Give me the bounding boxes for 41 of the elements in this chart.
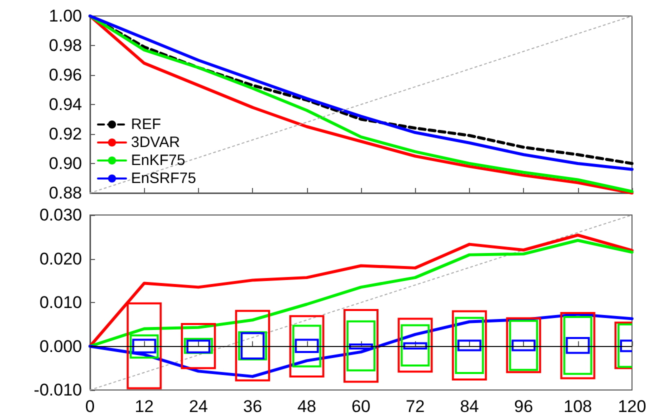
y-tick-label: 0.000	[39, 336, 82, 356]
x-tick-label: 36	[243, 397, 262, 416]
x-tick-label: 72	[406, 397, 425, 416]
y-tick-label: 0.96	[48, 66, 82, 84]
x-tick-label: 60	[352, 397, 370, 416]
y-tick-label: 0.98	[48, 36, 82, 55]
bar	[294, 338, 319, 353]
bar	[289, 315, 324, 378]
bar	[349, 344, 373, 350]
bar	[344, 308, 378, 383]
y-tick-label: 1.00	[48, 6, 82, 26]
y-tick-label: 0.92	[48, 124, 82, 144]
y-tick-label: 0.88	[48, 184, 82, 202]
bar	[235, 310, 270, 382]
bar	[512, 340, 536, 352]
x-tick-label: 96	[514, 397, 534, 416]
x-tick-label: 84	[460, 397, 479, 416]
bar	[180, 322, 216, 370]
y-tick-label: 0.90	[48, 154, 82, 173]
x-tick-label: 12	[134, 397, 154, 416]
x-tick-label: 108	[564, 397, 592, 416]
y-tick-label: 0.010	[39, 293, 82, 312]
y-tick-label: 0.030	[39, 206, 82, 224]
bar	[398, 318, 433, 373]
bar	[452, 310, 487, 380]
bar	[346, 320, 376, 372]
x-tick-label: 0	[85, 397, 95, 416]
y-tick-label: -0.010	[34, 380, 82, 400]
y-tick-label: 0.94	[48, 95, 82, 114]
legend-label: EnSRF75	[131, 170, 196, 187]
legend-label: REF	[131, 116, 161, 133]
bar	[566, 336, 590, 354]
x-tick-label: 120	[618, 397, 646, 416]
legend-label: EnKF75	[131, 152, 186, 169]
x-tick-label: 48	[297, 397, 316, 416]
y-tick-label: 0.020	[39, 249, 82, 268]
x-tick-label: 24	[188, 397, 208, 416]
bar	[403, 342, 428, 350]
legend-label: 3DVAR	[131, 134, 180, 151]
bar	[457, 340, 482, 352]
bar	[292, 324, 322, 368]
